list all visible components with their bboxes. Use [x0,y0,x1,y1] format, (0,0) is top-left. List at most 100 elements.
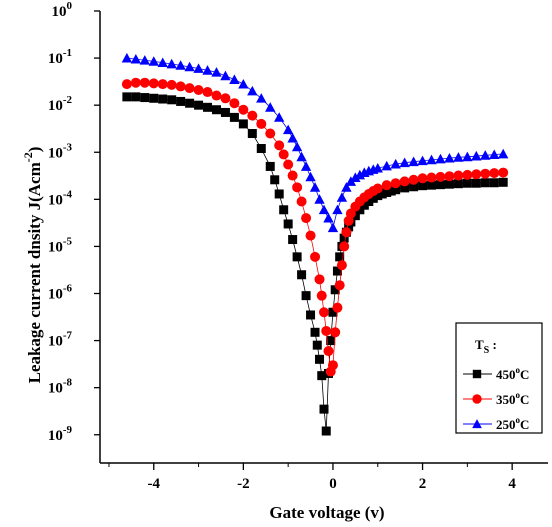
data-point [417,173,428,184]
data-point [391,185,401,195]
y-axis-title: Leakage current dnsity J(Acm-2) [21,147,44,384]
legend-title: TS : [475,337,497,356]
data-point [426,172,437,183]
data-point [350,172,361,182]
legend-label: 450oC [496,365,529,382]
data-point [157,57,168,68]
y-tick-label: 10-9 [48,424,73,444]
x-tick-label: -4 [148,476,161,492]
data-point [435,180,445,190]
data-point [321,426,331,436]
data-point [335,252,345,262]
data-point [297,270,307,280]
data-point [339,233,349,243]
data-point [291,141,303,152]
data-point [305,171,316,182]
data-point [462,169,473,180]
data-point [184,61,195,72]
data-point [453,170,464,181]
data-point [462,178,472,188]
y-tick-label: 10-6 [48,283,73,303]
y-tick-label: 10-1 [48,47,72,67]
legend-marker [472,369,482,379]
data-point [312,340,322,350]
data-point [323,346,334,357]
data-point [256,144,266,154]
data-point [148,78,159,89]
data-point [211,90,222,101]
y-axis-title-main: Leakage current dnsity J(Acm [25,162,44,383]
data-point [327,360,338,371]
data-point [327,222,339,233]
x-tick-label: 4 [508,476,516,492]
y-tick-label: 100 [52,0,73,20]
series-square [122,92,508,436]
data-point [336,260,347,271]
data-point [282,124,294,135]
data-point [292,182,303,193]
data-point [319,404,329,414]
y-tick-label: 10-4 [48,188,73,208]
data-point [372,183,383,194]
data-point [256,118,267,129]
y-axis-title-close: ) [25,147,44,153]
data-point [390,178,401,189]
data-point [480,168,491,179]
legend-box [455,322,543,434]
data-point [238,119,248,129]
data-point [344,222,354,232]
legend-marker [472,419,482,429]
data-point [203,102,213,112]
data-point [332,302,343,313]
data-point [202,87,213,98]
data-point [131,92,141,102]
data-point [167,95,177,105]
data-point [390,158,401,169]
series-triangle [121,52,509,233]
data-point [184,83,195,94]
data-point [427,180,437,190]
data-point [330,327,341,338]
series-layer [121,52,509,436]
data-point [306,310,316,320]
data-point [247,85,258,96]
legend: TS : 450oC 350oC 250oC [455,322,543,434]
series-circle [121,77,509,377]
y-axis-title-sup: -2 [21,152,35,162]
data-point [238,78,249,89]
data-point [121,79,132,90]
data-point [462,151,473,162]
data-point [211,105,221,115]
data-point [315,354,325,364]
data-point [314,274,325,285]
data-point [247,129,257,139]
data-point [399,157,410,168]
data-point [296,151,307,162]
data-point [265,161,275,171]
data-point [139,77,150,88]
legend-label: 350oC [496,390,529,407]
data-point [229,74,240,84]
data-point [274,140,285,151]
data-point [408,156,419,167]
data-point [332,204,343,215]
data-point [332,266,342,276]
data-point [279,205,289,215]
data-point [309,182,321,192]
data-point [426,154,437,165]
legend-marker [472,394,482,404]
data-point [274,112,285,122]
data-point [336,192,348,202]
data-point [238,104,249,115]
data-point [418,181,428,191]
data-point [489,168,500,179]
data-point [328,307,338,317]
data-point [175,81,186,92]
data-point [265,128,276,139]
data-point [166,58,177,69]
data-point [274,189,284,199]
data-point [310,327,320,337]
data-point [130,77,141,88]
data-point [318,204,330,215]
data-point [453,152,464,162]
